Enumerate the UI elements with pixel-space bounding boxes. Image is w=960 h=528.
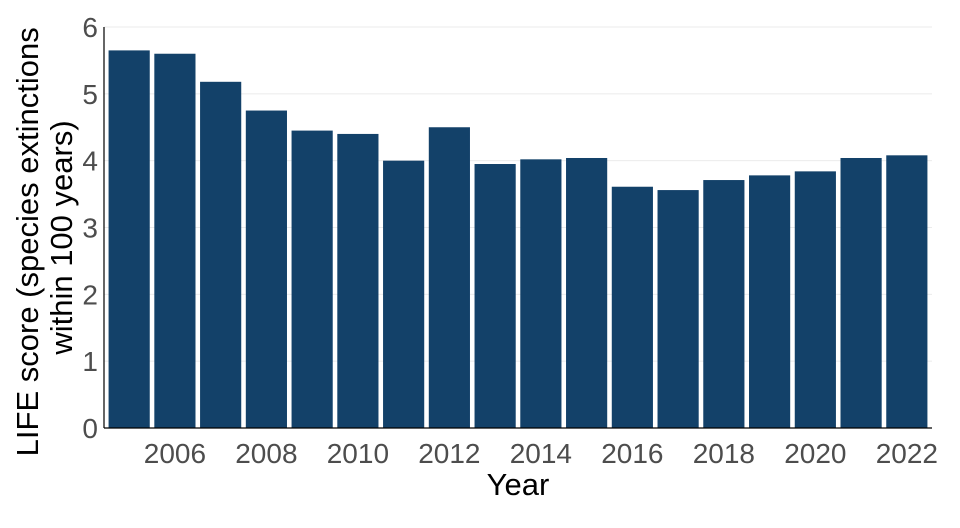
y-tick-label: 6 [82,12,98,43]
bars [108,50,928,429]
bar-2007 [200,81,242,428]
x-tick-label: 2008 [235,438,297,469]
bar-2016 [611,186,653,428]
bar-2018 [703,180,745,428]
y-tick-label: 1 [82,346,98,377]
gridlines [104,26,932,362]
y-tick-label: 0 [82,413,98,444]
bar-2008 [245,110,287,429]
bar-2014 [520,159,562,428]
x-tick-label: 2022 [876,438,938,469]
x-tick-label: 2006 [144,438,206,469]
bar-2011 [383,160,425,428]
x-tick-label: 2010 [327,438,389,469]
bar-2009 [291,130,333,428]
y-tick-label: 2 [82,279,98,310]
x-tick-labels: 2006 2008 2010 2012 2014 2016 2018 2020 2022 [144,438,938,469]
bar-2020 [794,171,836,429]
bar-2015 [566,157,608,428]
x-tick-label: 2020 [784,438,846,469]
bar-2012 [428,127,470,428]
bar-2019 [749,175,791,428]
bar-2022 [886,155,928,428]
x-tick-label: 2016 [601,438,663,469]
x-axis-title: Year [487,467,550,502]
y-tick-label: 5 [82,79,98,110]
y-axis-title: LIFE score (species extinctions within 1… [10,19,79,457]
x-tick-label: 2014 [510,438,572,469]
x-tick-label: 2012 [418,438,480,469]
y-tick-labels: 0 1 2 3 4 5 6 [82,12,98,444]
axes [103,27,932,429]
bar-2006 [154,53,196,428]
y-axis-title-line-1: LIFE score (species extinctions [10,27,45,456]
y-tick-label: 4 [82,146,98,177]
bar-2005 [108,50,150,429]
bar-2013 [474,164,516,428]
y-axis-title-line-2: within 100 years) [44,120,79,355]
bar-2010 [337,133,379,428]
y-tick-label: 3 [82,213,98,244]
x-tick-label: 2018 [693,438,755,469]
bar-2021 [840,157,882,428]
bar-2017 [657,190,699,428]
